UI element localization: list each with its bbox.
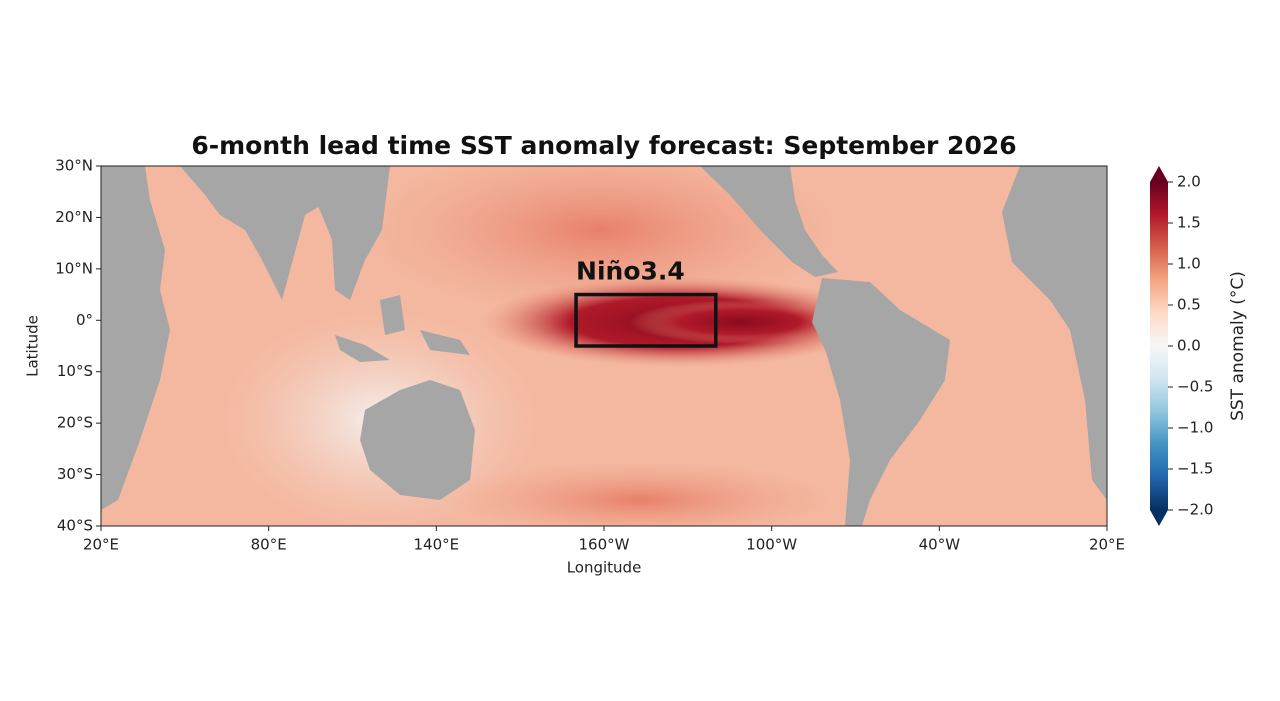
y-tick-label: 10°S [57,362,93,380]
y-tick-label: 0° [76,311,93,329]
y-tick-label: 20°S [57,414,93,432]
colorbar-tick-label: 0.0 [1177,337,1201,355]
colorbar-tick-label: −1.0 [1177,419,1213,437]
colorbar-tick-label: −0.5 [1177,378,1213,396]
y-axis-label: Latitude [24,315,42,377]
sst-field [101,166,1107,526]
y-tick-label: 10°N [55,259,93,277]
y-tick-label: 30°S [57,465,93,483]
x-tick-label: 40°W [919,536,961,554]
x-axis-label: Longitude [567,559,642,577]
y-tick-label: 20°N [55,208,93,226]
x-tick-label: 100°W [746,536,797,554]
y-tick-label: 30°N [55,157,93,175]
colorbar-tick-label: 1.5 [1177,214,1201,232]
colorbar-tick-label: 1.0 [1177,255,1201,273]
colorbar-extend-high [1150,166,1168,182]
chart-title: 6-month lead time SST anomaly forecast: … [191,131,1016,160]
region-box [574,292,718,348]
x-tick-label: 140°E [414,536,460,554]
colorbar-tick-label: 0.5 [1177,296,1201,314]
x-tick-label: 20°E [83,536,119,554]
x-tick-label: 160°W [579,536,630,554]
colorbar-tick-label: −1.5 [1177,460,1213,478]
x-tick-label: 80°E [251,536,287,554]
colorbar-tick-label: 2.0 [1177,173,1201,191]
colorbar [1150,182,1168,510]
colorbar-tick-label: −2.0 [1177,501,1213,519]
x-tick-label: 20°E [1089,536,1125,554]
colorbar-extend-low [1150,510,1168,526]
region-label: Niño3.4 [576,257,685,286]
y-tick-label: 40°S [57,517,93,535]
colorbar-label: SST anomaly (°C) [1228,271,1248,421]
